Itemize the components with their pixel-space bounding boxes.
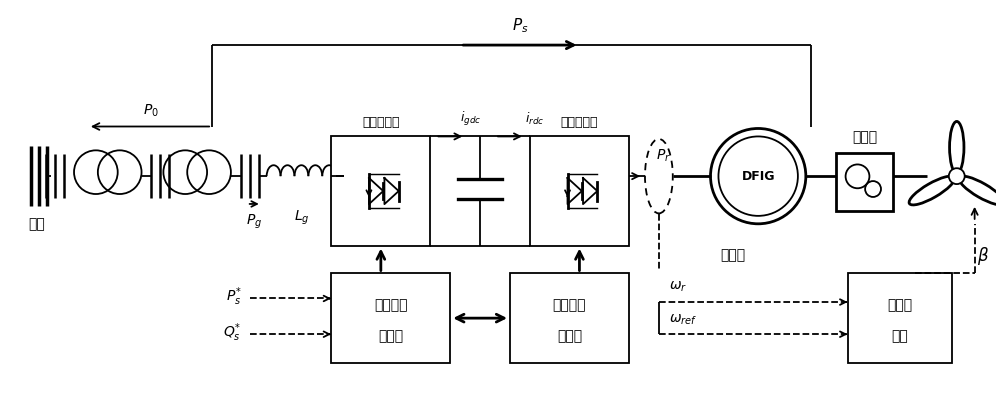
Text: 电网: 电网: [28, 217, 45, 231]
Bar: [836, 153, 893, 211]
Bar: [510, 273, 629, 363]
Text: 发电机: 发电机: [721, 249, 746, 262]
Text: 网侧变流器: 网侧变流器: [362, 116, 400, 129]
Bar: [331, 136, 430, 245]
Text: $i_{gdc}$: $i_{gdc}$: [460, 110, 481, 128]
Text: $\omega_{ref}$: $\omega_{ref}$: [669, 312, 697, 327]
Text: 器控制: 器控制: [378, 329, 403, 343]
Text: $\omega_{r}$: $\omega_{r}$: [669, 280, 687, 294]
Text: $L_{g}$: $L_{g}$: [294, 209, 309, 227]
Text: 桨距角: 桨距角: [887, 298, 912, 312]
Text: $P_{0}$: $P_{0}$: [143, 102, 158, 119]
Text: $P_{g}$: $P_{g}$: [246, 213, 262, 231]
Text: $P_{r}$: $P_{r}$: [656, 148, 671, 164]
Text: 控制: 控制: [891, 329, 908, 343]
Text: DFIG: DFIG: [741, 170, 775, 183]
Text: 机侧变流器: 机侧变流器: [561, 116, 598, 129]
Text: 网侧变流: 网侧变流: [374, 298, 408, 312]
Text: 传动轴: 传动轴: [852, 130, 877, 145]
Text: $i_{rdc}$: $i_{rdc}$: [525, 110, 544, 126]
Bar: [331, 273, 450, 363]
Text: 器控制: 器控制: [557, 329, 582, 343]
Text: 机侧变流: 机侧变流: [553, 298, 586, 312]
Bar: [530, 136, 629, 245]
Circle shape: [949, 168, 965, 184]
Text: $\beta$: $\beta$: [977, 245, 989, 267]
Bar: [848, 273, 952, 363]
Text: $P_{s}^{*}$: $P_{s}^{*}$: [226, 285, 242, 308]
Text: $Q_{s}^{*}$: $Q_{s}^{*}$: [223, 321, 242, 344]
Text: $P_{s}$: $P_{s}$: [512, 16, 528, 35]
